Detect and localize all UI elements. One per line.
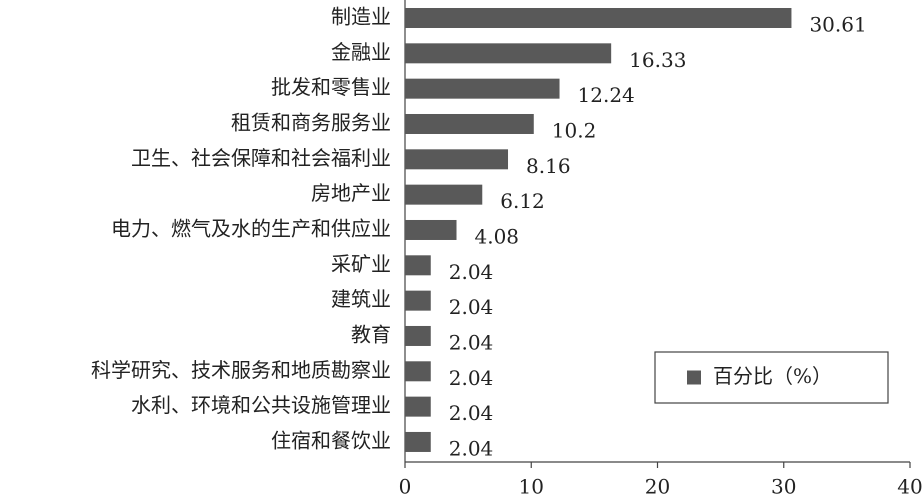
y-tick-label: 科学研究、技术服务和地质勘察业 [91, 358, 391, 382]
y-tick-label: 电力、燃气及水的生产和供应业 [111, 216, 391, 240]
x-tick-label: 20 [645, 475, 670, 495]
x-tick-label: 30 [771, 475, 796, 495]
data-label: 10.2 [552, 118, 597, 142]
y-tick-label: 采矿业 [331, 252, 391, 276]
bar [405, 43, 612, 64]
y-tick-label: 租赁和商务服务业 [231, 110, 391, 134]
bar [405, 219, 457, 240]
data-label: 2.04 [449, 401, 494, 425]
data-label: 30.61 [809, 13, 866, 37]
bar [405, 255, 431, 276]
bar [405, 431, 431, 452]
y-tick-label: 批发和零售业 [271, 75, 391, 99]
x-tick-label: 40 [897, 475, 922, 495]
y-tick-label: 房地产业 [311, 181, 391, 205]
bar [405, 149, 509, 170]
y-tick-label: 教育 [351, 322, 391, 346]
y-tick-label: 住宿和餐饮业 [271, 428, 391, 452]
y-tick-label: 水利、环境和公共设施管理业 [131, 393, 391, 417]
data-label: 2.04 [449, 260, 494, 284]
data-label: 12.24 [578, 83, 635, 107]
data-label: 2.04 [449, 366, 494, 390]
data-label: 2.04 [449, 330, 494, 354]
y-tick-label: 金融业 [331, 40, 391, 64]
legend-label: 百分比（%） [713, 364, 832, 388]
data-label: 8.16 [526, 154, 571, 178]
legend-swatch [687, 370, 701, 385]
bar [405, 78, 560, 99]
data-label: 4.08 [475, 224, 520, 248]
data-label: 16.33 [629, 48, 686, 72]
data-label: 2.04 [449, 295, 494, 319]
y-tick-label: 卫生、社会保障和社会福利业 [131, 146, 391, 170]
bar [405, 113, 534, 134]
legend-box [654, 351, 889, 404]
data-label: 6.12 [500, 189, 545, 213]
x-tick-label: 0 [399, 475, 412, 495]
x-tick-label: 10 [519, 475, 544, 495]
y-tick-label: 建筑业 [331, 287, 391, 311]
bar [405, 361, 431, 382]
bar [405, 290, 431, 311]
bar [405, 8, 792, 28]
bar [405, 325, 431, 346]
bar [405, 396, 431, 417]
bar [405, 184, 483, 205]
data-label: 2.04 [449, 436, 494, 460]
y-tick-label: 制造业 [331, 5, 391, 29]
